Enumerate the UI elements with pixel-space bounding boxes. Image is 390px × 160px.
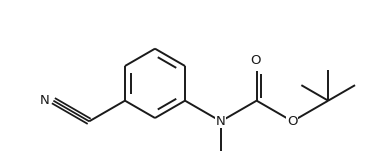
Text: N: N <box>216 115 226 128</box>
Text: O: O <box>287 115 298 128</box>
Text: N: N <box>40 94 50 107</box>
Text: O: O <box>250 54 261 67</box>
